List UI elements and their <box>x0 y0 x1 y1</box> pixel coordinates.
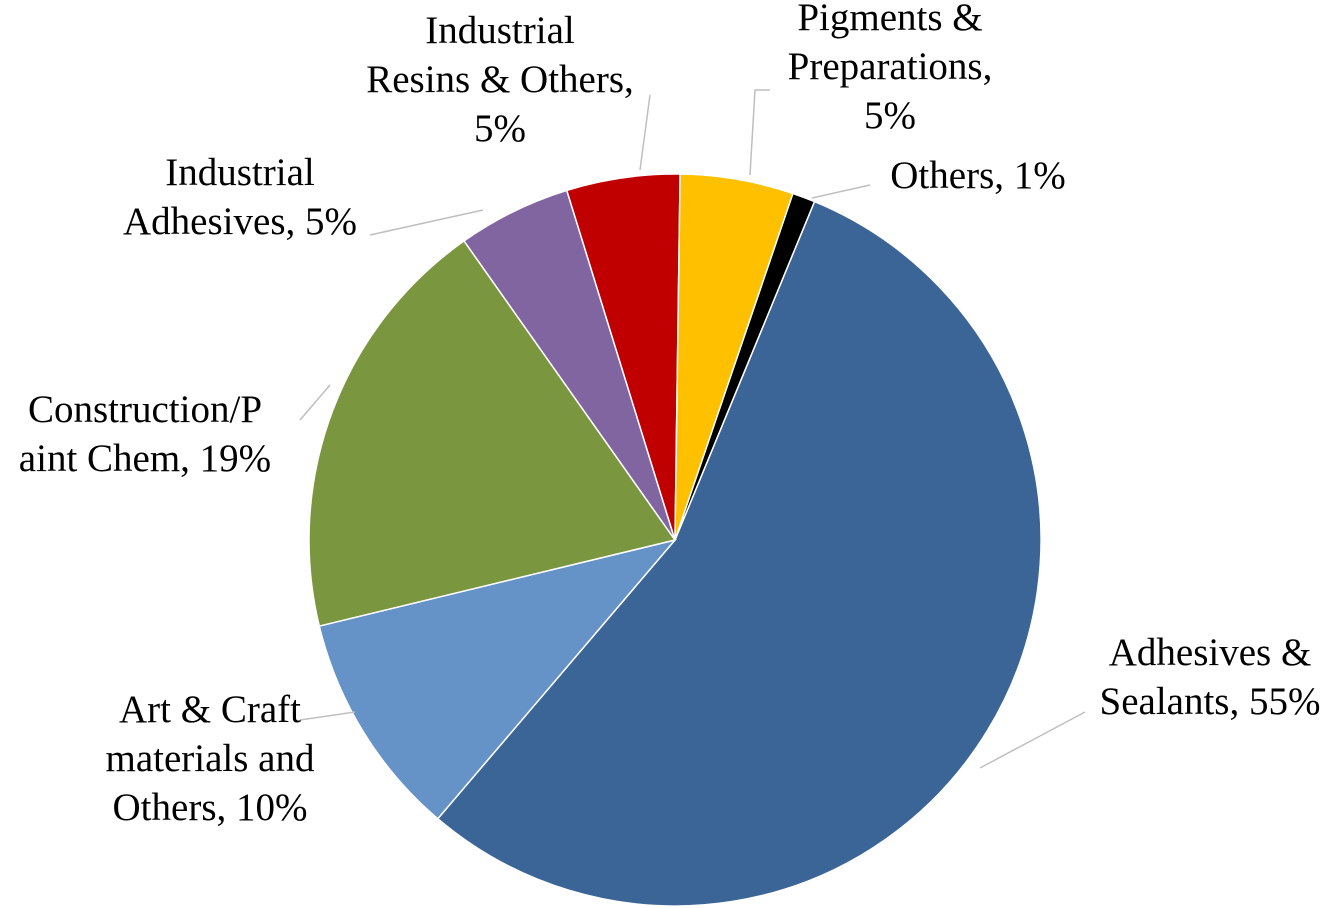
data-label-line: Preparations, <box>788 45 993 88</box>
data-label: Others, 1% <box>890 154 1065 197</box>
data-label-line: Art & Craft <box>119 688 301 731</box>
data-label-line: Construction/P <box>28 388 262 431</box>
data-label-line: 5% <box>474 107 526 150</box>
data-label-line: Resins & Others, <box>366 58 634 101</box>
data-label-line: Others, 10% <box>113 786 308 829</box>
leader-line <box>639 94 651 171</box>
leader-line <box>749 89 770 176</box>
data-label-line: Industrial <box>165 151 315 194</box>
data-label: Pigments & Preparations, 5% <box>788 0 993 137</box>
data-label-line: Adhesives, 5% <box>123 200 357 243</box>
data-label-line: Others, 1% <box>890 154 1065 197</box>
data-label: Construction/P aint Chem, 19% <box>19 388 271 480</box>
data-label: Industrial Adhesives, 5% <box>123 151 357 243</box>
pie-slice <box>318 538 678 820</box>
leader-line <box>299 384 331 421</box>
data-label-line: 5% <box>864 94 916 137</box>
data-label: Industrial Resins & Others, 5% <box>366 9 634 150</box>
pie-slice <box>308 239 677 627</box>
data-label: Art & Craft materials and Others, 10% <box>106 688 315 829</box>
leader-line <box>369 209 484 236</box>
data-label-line: aint Chem, 19% <box>19 437 271 480</box>
leader-line <box>299 711 356 721</box>
pie-slice <box>674 192 816 541</box>
data-label: Adhesives & Sealants, 55% <box>1100 631 1321 723</box>
data-label-line: Adhesives & <box>1109 631 1312 674</box>
pie-slice <box>436 200 1042 907</box>
data-label-line: Industrial <box>425 9 575 52</box>
leader-line <box>811 184 871 199</box>
data-label-line: Pigments & <box>797 0 982 39</box>
leader-line <box>979 711 1086 769</box>
data-label-line: materials and <box>106 737 315 780</box>
data-label-line: Sealants, 55% <box>1100 680 1321 723</box>
